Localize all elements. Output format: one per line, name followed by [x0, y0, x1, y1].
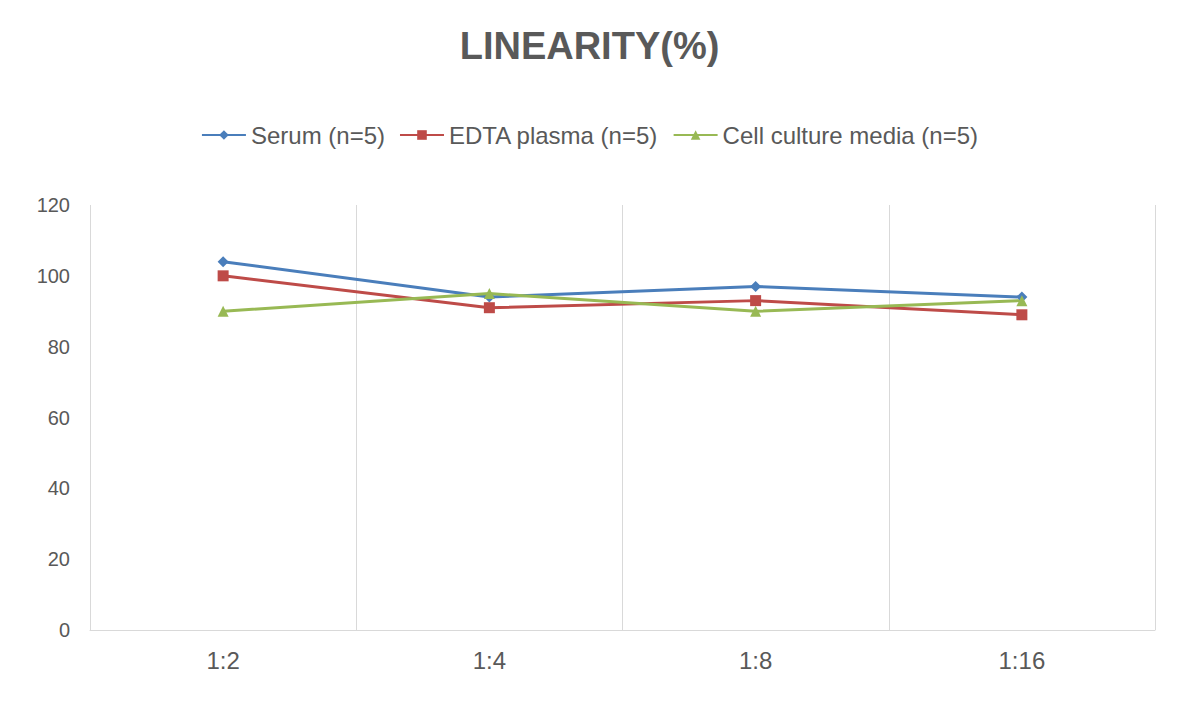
- svg-text:EDTA plasma (n=5): EDTA plasma (n=5): [449, 122, 657, 149]
- svg-text:100: 100: [37, 265, 70, 287]
- svg-text:20: 20: [48, 548, 70, 570]
- svg-text:40: 40: [48, 477, 70, 499]
- svg-text:80: 80: [48, 336, 70, 358]
- svg-text:1:4: 1:4: [473, 647, 506, 674]
- svg-text:1:8: 1:8: [739, 647, 772, 674]
- svg-text:1:16: 1:16: [999, 647, 1046, 674]
- svg-text:Cell culture media (n=5): Cell culture media (n=5): [723, 122, 978, 149]
- svg-text:0: 0: [59, 619, 70, 641]
- svg-text:60: 60: [48, 407, 70, 429]
- svg-text:120: 120: [37, 194, 70, 216]
- svg-text:LINEARITY(%): LINEARITY(%): [460, 25, 720, 67]
- svg-text:1:2: 1:2: [206, 647, 239, 674]
- svg-text:Serum (n=5): Serum (n=5): [251, 122, 385, 149]
